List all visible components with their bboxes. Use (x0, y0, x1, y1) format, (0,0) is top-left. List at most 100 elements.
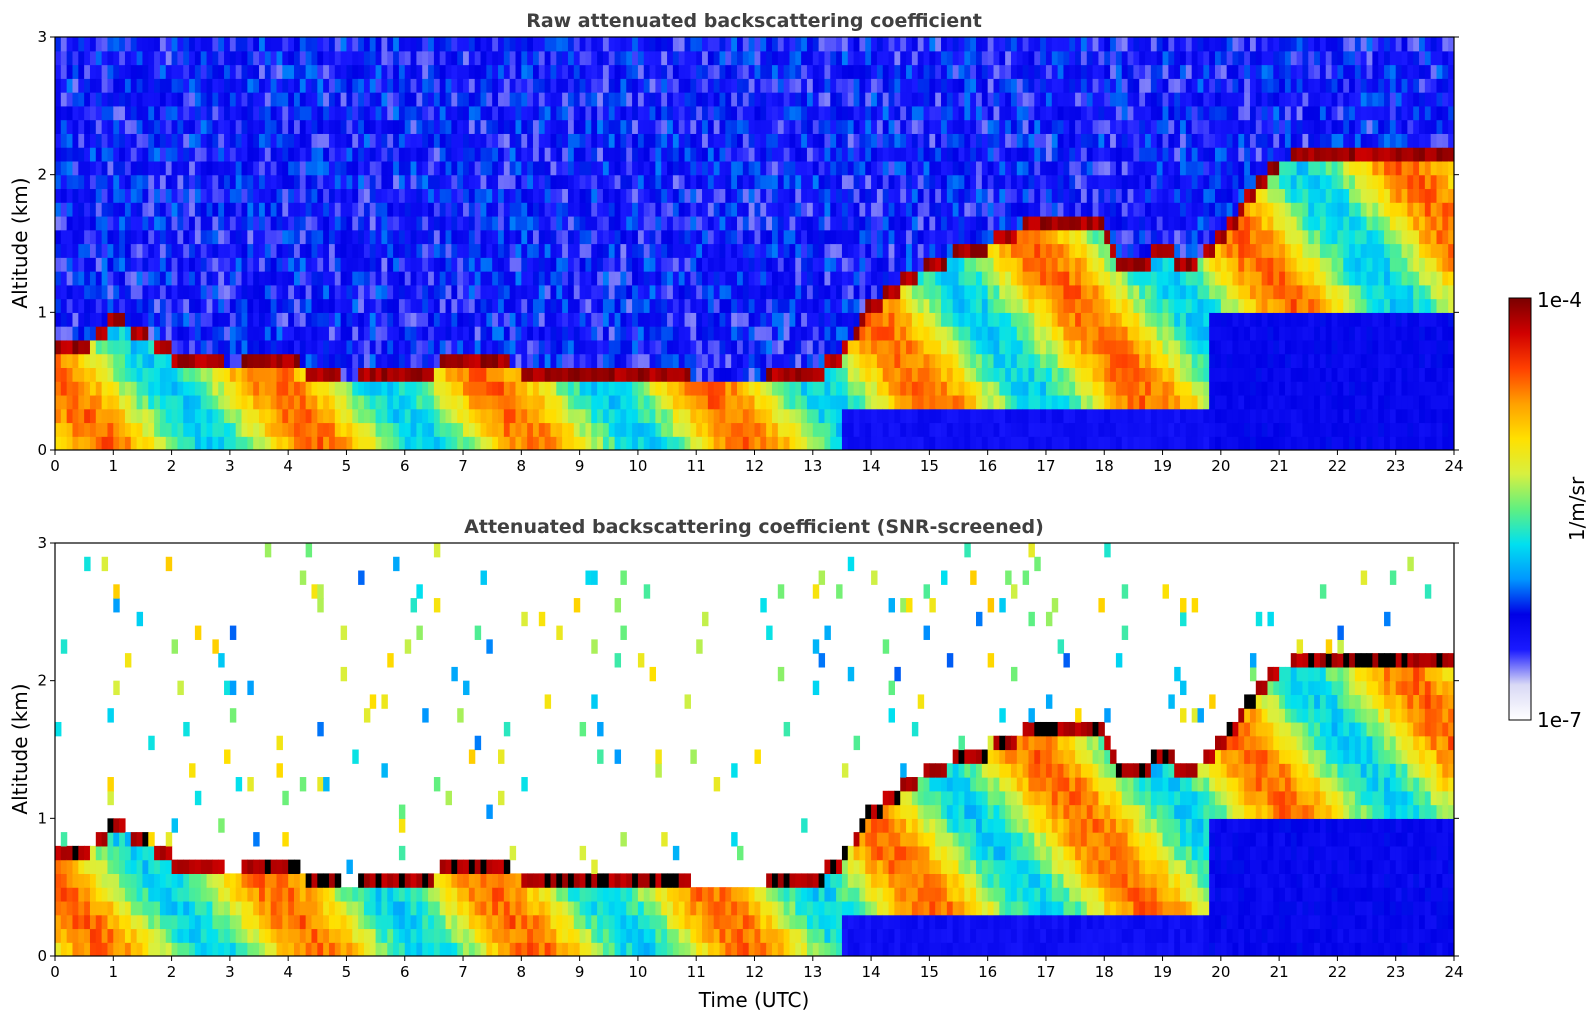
top-heatmap-cell (451, 105, 458, 121)
top-heatmap-cell (573, 312, 581, 327)
top-heatmap-cell (550, 37, 557, 52)
top-heatmap-cell (830, 202, 837, 217)
top-heatmap-cell (276, 64, 283, 79)
top-heatmap-cell (212, 284, 219, 300)
top-heatmap-cell (218, 298, 225, 313)
top-heatmap-cell (381, 105, 388, 121)
top-heatmap-cell (288, 229, 295, 245)
top-heatmap-cell (993, 202, 1000, 217)
top-heatmap-cell (632, 105, 639, 121)
top-heatmap-cell (463, 147, 470, 162)
top-heatmap-cell (148, 229, 155, 245)
top-heatmap-cell (428, 174, 435, 190)
top-heatmap-cell (247, 298, 254, 313)
top-heatmap-cell (381, 326, 388, 341)
top-heatmap-cell (259, 394, 266, 410)
top-heatmap-cell (200, 326, 208, 341)
top-heatmap-cell (777, 147, 785, 162)
top-heatmap-cell (346, 312, 353, 327)
top-heatmap-cell (177, 78, 184, 93)
top-heatmap-cell (737, 312, 744, 327)
top-heatmap-cell (579, 147, 587, 162)
top-heatmap-cell (241, 284, 248, 300)
top-heatmap-cell (95, 160, 103, 176)
top-heatmap-cell (841, 119, 849, 134)
top-heatmap-cell (999, 37, 1006, 52)
top-heatmap-cell (119, 436, 126, 450)
top-heatmap-cell (876, 174, 884, 190)
top-heatmap-cell (369, 436, 377, 450)
top-heatmap-cell (521, 92, 528, 107)
top-heatmap-cell (783, 436, 791, 450)
top-heatmap-cell (276, 326, 283, 341)
top-heatmap-cell (795, 78, 802, 93)
top-heatmap-cell (742, 202, 750, 217)
top-heatmap-cell (771, 92, 779, 107)
top-heatmap-cell (124, 229, 132, 245)
top-heatmap-cell (754, 381, 761, 396)
top-heatmap-cell (585, 284, 592, 300)
top-heatmap-cell (731, 271, 738, 286)
top-heatmap-cell (235, 229, 243, 245)
top-heatmap-cell (527, 229, 534, 245)
top-heatmap-cell (84, 160, 91, 176)
top-heatmap-cell (707, 367, 715, 382)
top-heatmap-cell (935, 353, 942, 368)
top-heatmap-cell (1022, 257, 1030, 272)
top-heatmap-cell (346, 271, 353, 286)
top-heatmap-cell (696, 37, 703, 52)
top-heatmap-cell (200, 381, 208, 396)
top-heatmap-cell (282, 394, 289, 410)
top-heatmap-cell (393, 160, 400, 176)
top-heatmap-cell (224, 92, 231, 107)
top-heatmap-cell (247, 408, 254, 424)
top-heatmap-cell (352, 105, 359, 121)
top-heatmap-cell (229, 312, 237, 327)
top-heatmap-cell (824, 78, 831, 93)
top-heatmap-cell (952, 188, 960, 203)
top-heatmap-cell (113, 133, 120, 148)
top-heatmap-cell (136, 353, 144, 368)
top-heatmap-cell (620, 202, 627, 217)
top-heatmap-cell (212, 312, 219, 327)
top-heatmap-cell (264, 367, 272, 382)
top-heatmap-cell (667, 436, 674, 450)
top-heatmap-cell (398, 105, 406, 121)
top-heatmap-cell (859, 367, 866, 382)
top-heatmap-cell (876, 133, 884, 148)
top-heatmap-cell (124, 339, 132, 355)
top-heatmap-cell (824, 147, 831, 162)
top-heatmap-cell (95, 243, 103, 258)
top-heatmap-cell (888, 147, 895, 162)
top-heatmap-cell (66, 271, 74, 286)
top-heatmap-cell (177, 312, 184, 327)
top-heatmap-cell (1005, 160, 1012, 176)
top-heatmap-cell (690, 339, 697, 355)
top-heatmap-cell (433, 284, 441, 300)
top-heatmap-cell (538, 229, 546, 245)
top-heatmap-cell (626, 215, 633, 231)
top-heatmap-cell (696, 326, 703, 341)
top-heatmap-cell (410, 271, 418, 286)
top-heatmap-cell (731, 284, 738, 300)
top-heatmap-cell (806, 284, 814, 300)
top-heatmap-cell (853, 436, 861, 450)
top-heatmap-cell (847, 243, 855, 258)
top-heatmap-cell (562, 78, 569, 93)
top-heatmap-cell (993, 92, 1000, 107)
top-heatmap-cell (334, 353, 342, 368)
top-heatmap-cell (591, 422, 598, 437)
top-heatmap-cell (562, 147, 569, 162)
top-heatmap-cell (771, 284, 779, 300)
top-heatmap-cell (130, 339, 138, 355)
top-heatmap-cell (626, 105, 633, 121)
top-heatmap-cell (66, 312, 74, 327)
top-heatmap-cell (597, 422, 604, 437)
top-heatmap-cell (859, 92, 866, 107)
top-heatmap-cell (1022, 422, 1030, 437)
top-heatmap-cell (142, 298, 149, 313)
top-heatmap-cell (970, 37, 977, 52)
top-heatmap-cell (270, 133, 278, 148)
top-heatmap-cell (632, 174, 639, 190)
top-heatmap-cell (987, 105, 995, 121)
